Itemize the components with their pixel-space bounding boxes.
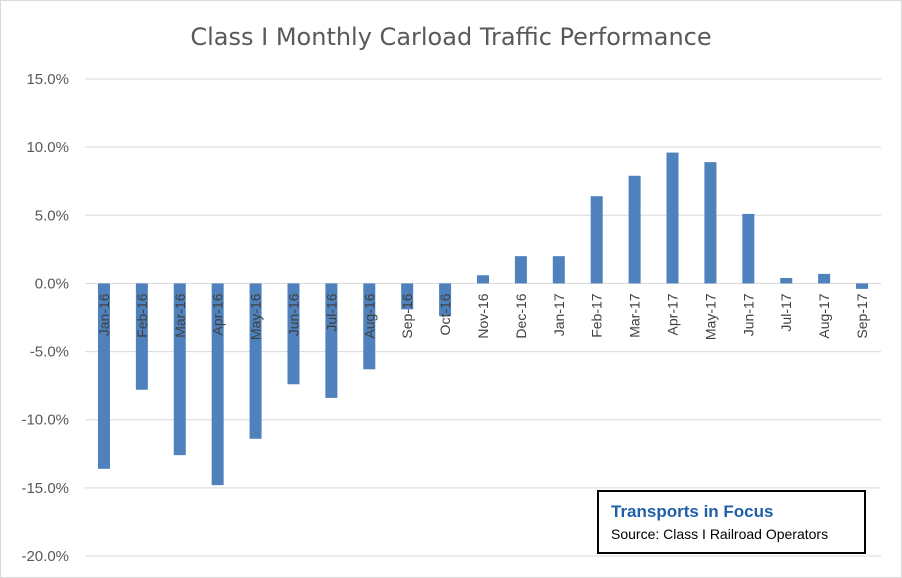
bar: [249, 283, 262, 439]
bar: [211, 283, 224, 486]
x-tick-label: Jul-17: [778, 293, 794, 331]
y-tick-label: -10.0%: [21, 412, 69, 429]
bar: [514, 256, 527, 284]
y-tick-label: -15.0%: [21, 480, 69, 497]
bar: [439, 283, 452, 317]
bar: [552, 256, 565, 284]
x-tick-label: Dec-16: [513, 293, 529, 338]
bar: [856, 283, 869, 289]
x-tick-label: May-17: [702, 293, 718, 340]
x-tick-label: Jun-16: [285, 293, 301, 336]
x-tick-label: Mar-17: [627, 293, 643, 338]
bar: [666, 152, 679, 284]
x-axis-ticks: Jan-16 Feb-16 Mar-16 Apr-16 May-16 Jun-16 Jul-…: [96, 293, 870, 340]
bar: [818, 273, 831, 284]
bar: [704, 162, 717, 284]
x-tick-label: Mar-16: [172, 293, 188, 338]
bar: [325, 283, 338, 398]
y-tick-label: -20.0%: [21, 548, 69, 565]
x-tick-label: Sep-17: [854, 293, 870, 338]
x-tick-label: Apr-16: [210, 293, 226, 335]
x-tick-label: Feb-16: [134, 293, 150, 338]
x-tick-label: Feb-17: [589, 293, 605, 338]
x-tick-label: Jul-16: [323, 293, 339, 331]
source-text: Source: Class I Railroad Operators: [611, 526, 829, 542]
y-axis-ticks: 15.0% 10.0% 5.0% 0.0% -5.0% -10.0% -15.0% -20.0…: [21, 71, 69, 565]
bar: [742, 213, 755, 284]
y-tick-label: 5.0%: [35, 207, 69, 224]
y-tick-label: 15.0%: [26, 71, 69, 88]
x-tick-label: May-16: [248, 293, 264, 340]
bar: [173, 283, 186, 456]
bar: [590, 196, 603, 284]
x-tick-label: Aug-16: [361, 293, 377, 338]
bar: [363, 283, 376, 370]
x-tick-label: Sep-16: [399, 293, 415, 338]
x-tick-label: Aug-17: [816, 293, 832, 338]
source-brand: Transports in Focus: [611, 502, 774, 521]
chart-title: Class I Monthly Carload Traffic Performa…: [190, 23, 712, 51]
bar: [628, 175, 641, 284]
x-tick-label: Jun-17: [740, 293, 756, 336]
y-tick-label: -5.0%: [30, 344, 69, 361]
bar: [780, 277, 793, 284]
x-tick-label: Apr-17: [665, 293, 681, 335]
bar: [401, 283, 414, 310]
bars: [97, 152, 869, 486]
bar: [97, 283, 110, 469]
bar: [477, 275, 489, 284]
x-tick-label: Oct-16: [437, 293, 453, 335]
x-tick-label: Jan-16: [96, 293, 112, 336]
x-tick-label: Jan-17: [551, 293, 567, 336]
x-tick-label: Nov-16: [475, 293, 491, 338]
source-box: Transports in Focus Source: Class I Rail…: [597, 490, 866, 554]
bar: [287, 283, 300, 385]
bar: [135, 283, 148, 390]
y-tick-label: 0.0%: [35, 275, 69, 292]
y-tick-label: 10.0%: [26, 139, 69, 156]
